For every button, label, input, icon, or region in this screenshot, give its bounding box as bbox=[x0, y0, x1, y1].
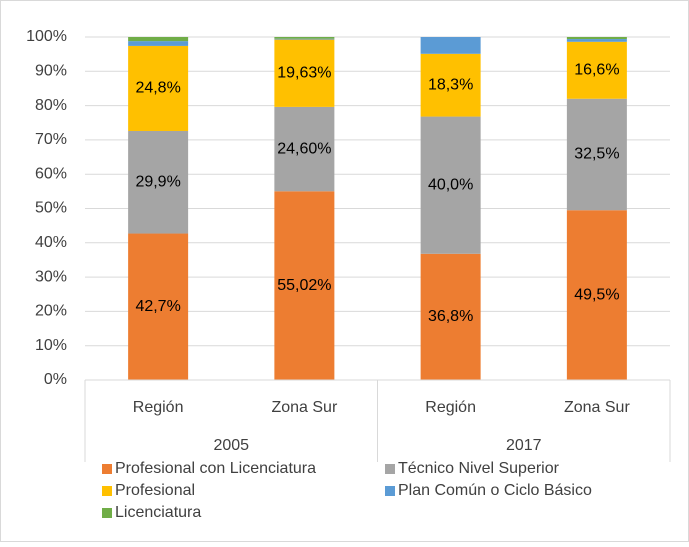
bar-segment bbox=[566, 39, 627, 42]
group-label: 2005 bbox=[213, 437, 249, 454]
bar-segment bbox=[420, 116, 481, 254]
bar-segment bbox=[274, 39, 335, 107]
data-label: 36,8% bbox=[428, 308, 473, 325]
data-label: 18,3% bbox=[428, 76, 473, 93]
x-tick-label: Región bbox=[425, 399, 476, 416]
data-label: 40,0% bbox=[428, 176, 473, 193]
bar-segment bbox=[128, 41, 189, 46]
legend-swatch bbox=[102, 486, 112, 496]
bar-segment bbox=[274, 106, 335, 192]
group-label: 2017 bbox=[506, 437, 542, 454]
data-label: 29,9% bbox=[135, 173, 180, 190]
x-tick-label: Zona Sur bbox=[564, 399, 630, 416]
legend-label: Profesional bbox=[115, 482, 195, 499]
data-label: 32,5% bbox=[574, 146, 619, 163]
bar-segment bbox=[566, 210, 627, 380]
data-label: 16,6% bbox=[574, 61, 619, 78]
data-label: 19,63% bbox=[277, 64, 331, 81]
bar-segment bbox=[420, 53, 481, 117]
legend-swatch bbox=[102, 508, 112, 518]
y-tick-label: 90% bbox=[35, 63, 67, 80]
data-label: 24,8% bbox=[135, 80, 180, 97]
bar-segment bbox=[274, 37, 335, 39]
x-tick-label: Zona Sur bbox=[271, 399, 337, 416]
bar-segment bbox=[566, 37, 627, 40]
data-label: 49,5% bbox=[574, 286, 619, 303]
bar-segment bbox=[420, 253, 481, 380]
data-label: 42,7% bbox=[135, 298, 180, 315]
legend-swatch bbox=[385, 464, 395, 474]
legend-swatch bbox=[102, 464, 112, 474]
data-label: 55,02% bbox=[277, 277, 331, 294]
bar-segment bbox=[274, 38, 335, 40]
data-label: 24,60% bbox=[277, 140, 331, 157]
y-tick-label: 100% bbox=[26, 28, 67, 45]
y-tick-label: 70% bbox=[35, 131, 67, 148]
bar-segment bbox=[566, 41, 627, 99]
legend-label: Técnico Nivel Superior bbox=[398, 460, 560, 477]
y-tick-label: 50% bbox=[35, 200, 67, 217]
legend-swatch bbox=[385, 486, 395, 496]
y-tick-label: 60% bbox=[35, 165, 67, 182]
bar-segment bbox=[274, 191, 335, 380]
legend-label: Licenciatura bbox=[115, 504, 201, 521]
bar-segment bbox=[566, 98, 627, 211]
y-tick-label: 0% bbox=[44, 371, 67, 388]
legend-label: Plan Común o Ciclo Básico bbox=[398, 482, 592, 499]
bar-segment bbox=[128, 37, 189, 42]
bar-segment bbox=[128, 45, 189, 131]
y-tick-label: 30% bbox=[35, 268, 67, 285]
y-tick-label: 20% bbox=[35, 303, 67, 320]
y-tick-label: 80% bbox=[35, 97, 67, 114]
bar-segment bbox=[128, 233, 189, 380]
y-tick-label: 40% bbox=[35, 234, 67, 251]
x-tick-label: Región bbox=[133, 399, 184, 416]
legend-label: Profesional con Licenciatura bbox=[115, 460, 316, 477]
y-tick-label: 10% bbox=[35, 337, 67, 354]
bar-segment bbox=[128, 130, 189, 234]
bar-segment bbox=[420, 37, 481, 54]
